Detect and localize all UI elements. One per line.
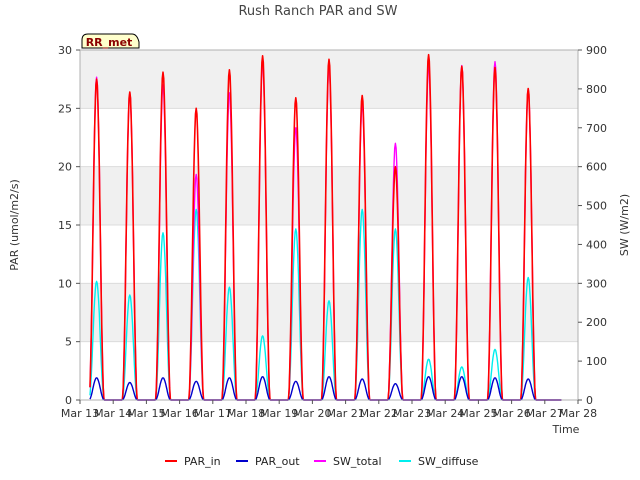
chart-title: Rush Ranch PAR and SW (238, 4, 397, 19)
y-right-tick-label: 700 (586, 122, 607, 135)
legend-label: SW_diffuse (418, 455, 479, 468)
x-tick-label: Mar 19 (260, 407, 298, 420)
x-tick-label: Mar 18 (227, 407, 265, 420)
site-label-box (81, 33, 140, 49)
y-right-tick-label: 0 (586, 394, 593, 407)
x-tick-label: Mar 21 (326, 407, 364, 420)
y-left-tick-label: 30 (58, 44, 72, 57)
legend-label: PAR_in (184, 455, 221, 468)
y-left-tick-label: 5 (65, 336, 72, 349)
y-axis-right-label: SW (W/m2) (618, 194, 631, 256)
x-tick-label: Mar 20 (293, 407, 331, 420)
legend-label: SW_total (333, 455, 382, 468)
x-tick-label: Mar 24 (426, 407, 464, 420)
plot-bands (80, 50, 578, 342)
y-left-tick-label: 10 (58, 277, 72, 290)
y-right-tick-label: 100 (586, 355, 607, 368)
x-tick-label: Mar 22 (360, 407, 398, 420)
y-right-tick-label: 600 (586, 161, 607, 174)
x-tick-label: Mar 27 (526, 407, 564, 420)
y-right-tick-label: 900 (586, 44, 607, 57)
y-axis-right-ticks: 0 100 200 300 400 500 600 700 800 900 (578, 44, 607, 407)
y-left-tick-label: 20 (58, 161, 72, 174)
y-axis-left-ticks: 0 5 10 15 20 25 30 (58, 44, 80, 407)
site-label-text: RR_met (86, 36, 133, 49)
x-tick-label: Mar 16 (160, 407, 198, 420)
y-right-tick-label: 400 (586, 238, 607, 251)
plot-band (80, 166, 578, 225)
y-right-tick-label: 800 (586, 83, 607, 96)
legend-label: PAR_out (255, 455, 300, 468)
y-left-tick-label: 25 (58, 102, 72, 115)
y-right-tick-label: 300 (586, 277, 607, 290)
x-tick-label: Mar 14 (94, 407, 132, 420)
x-tick-label: Mar 25 (459, 407, 497, 420)
legend: PAR_in PAR_out SW_total SW_diffuse (165, 455, 479, 468)
x-tick-label: Mar 15 (127, 407, 165, 420)
y-right-tick-label: 500 (586, 200, 607, 213)
y-left-tick-label: 15 (58, 219, 72, 232)
x-tick-label: Mar 13 (61, 407, 99, 420)
x-tick-label: Mar 17 (194, 407, 232, 420)
x-tick-label: Mar 26 (492, 407, 530, 420)
site-label-badge: RR_met (81, 33, 140, 49)
x-tick-label: Mar 23 (393, 407, 431, 420)
y-left-tick-label: 0 (65, 394, 72, 407)
x-tick-label: Mar 28 (559, 407, 597, 420)
y-right-tick-label: 200 (586, 316, 607, 329)
y-axis-left-label: PAR (umol/m2/s) (8, 179, 21, 271)
plot-band (80, 283, 578, 342)
x-axis-label: Time (552, 423, 580, 436)
